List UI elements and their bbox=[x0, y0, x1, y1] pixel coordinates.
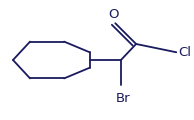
Text: Br: Br bbox=[116, 92, 130, 105]
Text: O: O bbox=[108, 8, 119, 21]
Text: Cl: Cl bbox=[178, 46, 191, 59]
